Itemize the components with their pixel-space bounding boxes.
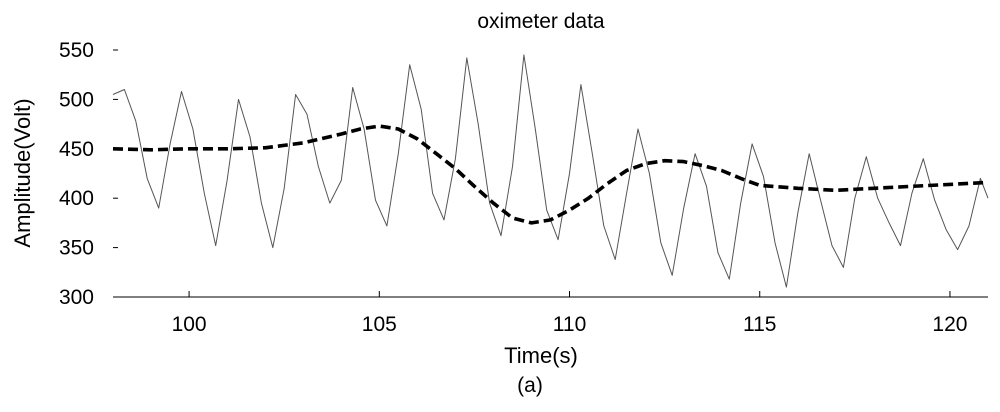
x-tick-label: 105: [362, 313, 397, 336]
y-tick-label: 450: [59, 138, 94, 161]
figure-caption: (a): [517, 374, 543, 397]
chart-title: oximeter data: [477, 10, 605, 33]
x-tick-label: 115: [743, 313, 776, 336]
y-tick-label: 300: [59, 286, 94, 309]
y-axis-title: Amplitude(Volt): [10, 98, 35, 247]
y-tick-label: 350: [59, 237, 94, 260]
x-tick-label: 120: [932, 313, 967, 336]
series-trend-line: [112, 124, 989, 225]
x-axis-title: Time(s): [504, 343, 578, 368]
x-axis: 100 105 110 115 120: [113, 291, 988, 336]
x-tick-label: 110: [553, 313, 586, 336]
y-tick-label: 550: [59, 39, 94, 62]
plot-lines: [112, 54, 989, 288]
y-tick-label: 400: [59, 187, 94, 210]
x-tick-label: 100: [172, 313, 207, 336]
series-signal-line: [112, 54, 989, 288]
y-tick-label: 500: [59, 88, 94, 111]
y-axis: 300 350 400 450 500 550: [59, 39, 118, 309]
